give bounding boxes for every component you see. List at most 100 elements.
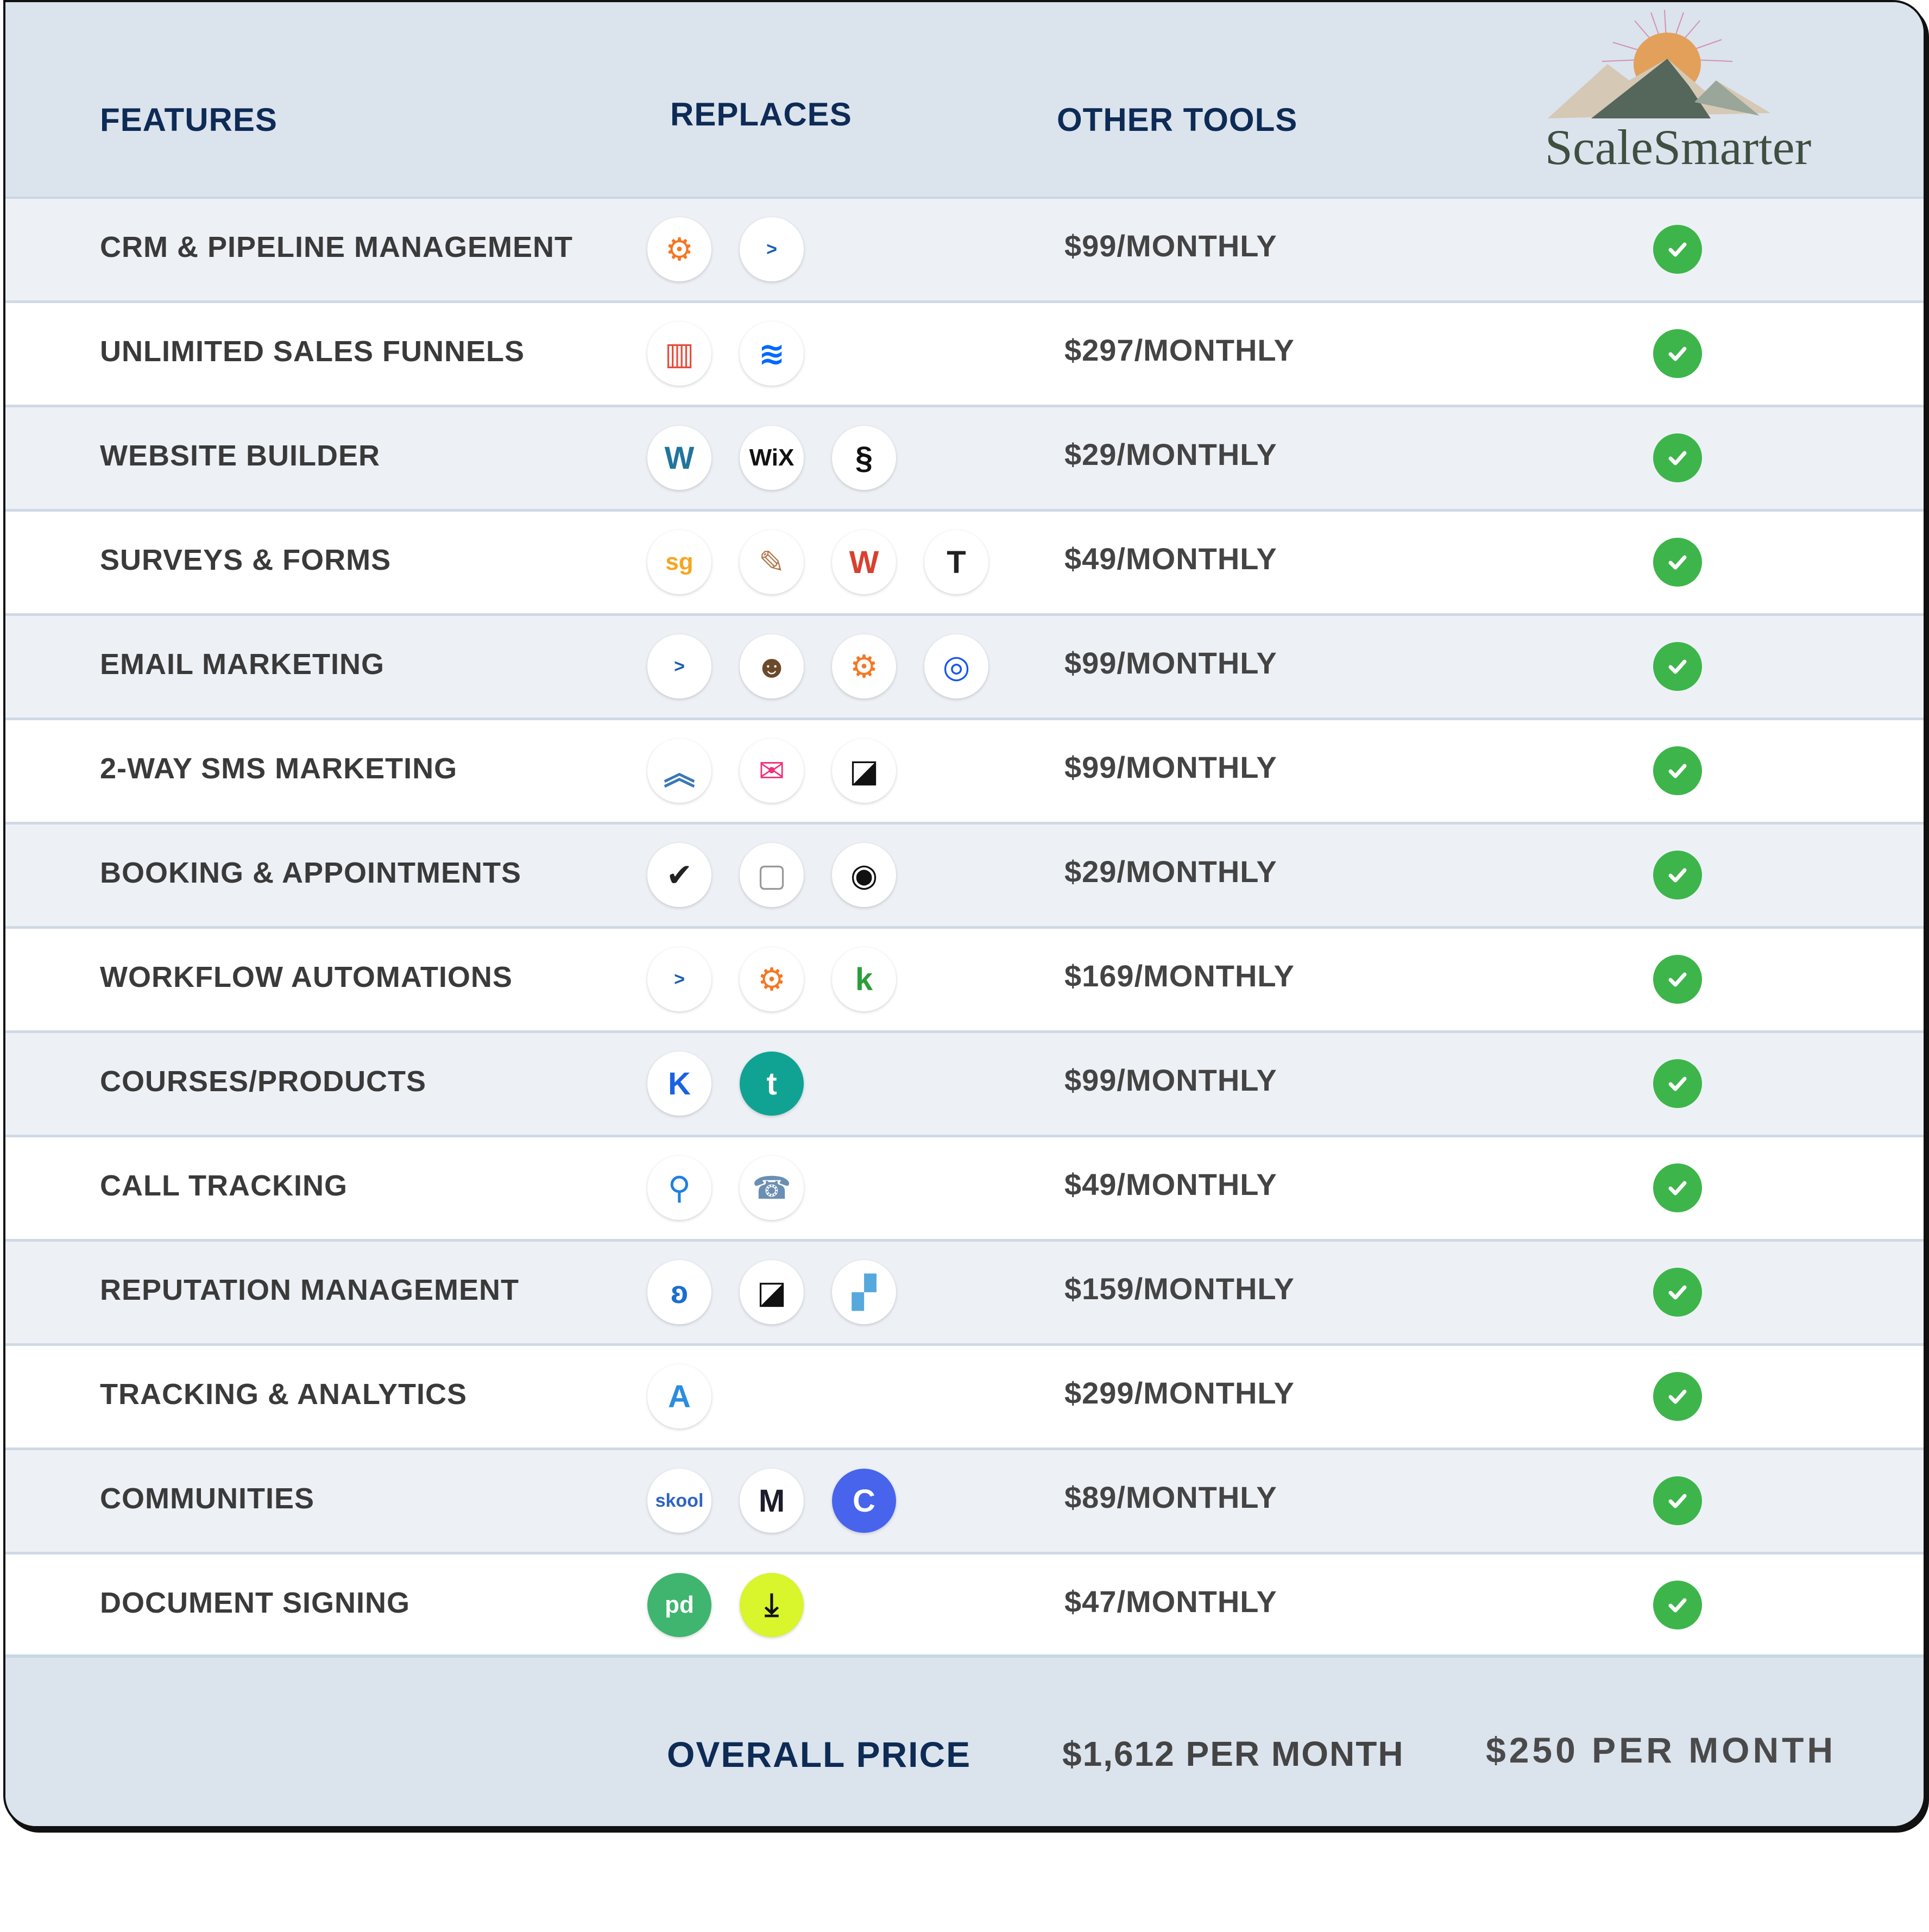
check-icon bbox=[1653, 746, 1702, 795]
feature-name: TRACKING & ANALYTICS bbox=[100, 1378, 468, 1411]
replaced-tools: ︽ ✉ ◪ bbox=[647, 739, 896, 804]
table-row: COMMUNITIES skool M C $89/MONTHLY bbox=[5, 1450, 1924, 1555]
replaced-tools: ⚲ ☎ bbox=[647, 1156, 804, 1221]
table-row: WEBSITE BUILDER W WiX § $29/MONTHLY bbox=[5, 407, 1924, 512]
feature-name: CALL TRACKING bbox=[100, 1169, 348, 1202]
feature-name: CRM & PIPELINE MANAGEMENT bbox=[100, 231, 573, 263]
feature-name: DOCUMENT SIGNING bbox=[100, 1587, 411, 1619]
other-tools-price: $29/MONTHLY bbox=[1064, 854, 1277, 889]
other-tools-price: $89/MONTHLY bbox=[1064, 1480, 1277, 1514]
activecampaign-icon: > bbox=[740, 217, 804, 281]
mailchimp-icon: ☻ bbox=[740, 634, 804, 698]
feature-name: 2-WAY SMS MARKETING bbox=[100, 752, 458, 785]
check-icon bbox=[1653, 1581, 1702, 1629]
feature-name: COURSES/PRODUCTS bbox=[100, 1065, 427, 1098]
check-icon bbox=[1653, 329, 1702, 378]
other-tools-price: $299/MONTHLY bbox=[1064, 1376, 1295, 1410]
keap-icon: k bbox=[832, 947, 896, 1011]
replaced-tools: ▥ ≋ bbox=[647, 322, 804, 387]
podium-icon: ◪ bbox=[740, 1260, 804, 1324]
mighty-networks-icon: M bbox=[740, 1469, 804, 1533]
mountain-sun-icon bbox=[1548, 9, 1770, 118]
other-tools-price: $169/MONTHLY bbox=[1064, 959, 1295, 993]
oncehub-icon: ◉ bbox=[832, 843, 896, 907]
check-icon bbox=[1653, 851, 1702, 899]
pandadoc-icon: pd bbox=[647, 1573, 711, 1637]
table-row: WORKFLOW AUTOMATIONS > ⚙ k $169/MONTHLY bbox=[5, 929, 1924, 1033]
table-row: UNLIMITED SALES FUNNELS ▥ ≋ $297/MONTHLY bbox=[5, 303, 1924, 407]
teachable-icon: t bbox=[740, 1052, 804, 1116]
feature-rows: CRM & PIPELINE MANAGEMENT ⚙ > $99/MONTHLY… bbox=[5, 199, 1924, 1659]
wordpress-icon: W bbox=[647, 426, 711, 490]
check-icon bbox=[1653, 955, 1702, 1004]
other-tools-price: $297/MONTHLY bbox=[1064, 333, 1295, 367]
wufoo-icon: W bbox=[832, 530, 896, 594]
replaced-tools: W WiX § bbox=[647, 426, 896, 491]
scalesmarter-logo: ScaleSmarter bbox=[1526, 9, 1830, 184]
activecampaign-icon: > bbox=[647, 947, 711, 1011]
table-row: 2-WAY SMS MARKETING ︽ ✉ ◪ $99/MONTHLY bbox=[5, 720, 1924, 825]
table-row: BOOKING & APPOINTMENTS ✔ ▢ ◉ $29/MONTHLY bbox=[5, 825, 1924, 929]
table-row: REPUTATION MANAGEMENT ʚ ◪ ▞ $159/MONTHLY bbox=[5, 1242, 1924, 1346]
leadpages-icon: ≋ bbox=[740, 322, 804, 386]
constant-contact-icon: ◎ bbox=[924, 634, 988, 698]
table-row: DOCUMENT SIGNING pd ⤓ $47/MONTHLY bbox=[5, 1555, 1924, 1659]
other-tools-total: $1,612 PER MONTH bbox=[1062, 1734, 1404, 1773]
table-footer: OVERALL PRICE $1,612 PER MONTH $250 PER … bbox=[5, 1654, 1924, 1826]
feature-name: UNLIMITED SALES FUNNELS bbox=[100, 335, 525, 368]
feature-name: SURVEYS & FORMS bbox=[100, 544, 392, 576]
birdeye-icon: ʚ bbox=[647, 1260, 711, 1324]
check-icon bbox=[1653, 1268, 1702, 1317]
other-tools-price: $49/MONTHLY bbox=[1064, 542, 1277, 576]
check-icon bbox=[1653, 642, 1702, 691]
table-row: TRACKING & ANALYTICS A $299/MONTHLY bbox=[5, 1346, 1924, 1450]
replaced-tools: ʚ ◪ ▞ bbox=[647, 1260, 896, 1325]
podium-icon: ◪ bbox=[832, 739, 896, 803]
table-row: CALL TRACKING ⚲ ☎ $49/MONTHLY bbox=[5, 1137, 1924, 1242]
feature-name: BOOKING & APPOINTMENTS bbox=[100, 857, 522, 889]
circle-icon: C bbox=[832, 1469, 896, 1533]
hubspot-icon: ⚙ bbox=[740, 947, 804, 1011]
skool-icon: skool bbox=[647, 1469, 711, 1533]
other-tools-heading: OTHER TOOLS bbox=[1057, 102, 1298, 138]
features-heading: FEATURES bbox=[100, 102, 278, 138]
scalesmarter-total: $250 PER MONTH bbox=[1486, 1730, 1837, 1770]
check-icon bbox=[1653, 433, 1702, 482]
phone-icon: ☎ bbox=[740, 1156, 804, 1220]
analytics-icon: A bbox=[647, 1364, 711, 1428]
replaced-tools: ⚙ > bbox=[647, 217, 804, 282]
other-tools-price: $99/MONTHLY bbox=[1064, 229, 1277, 263]
kajabi-icon: K bbox=[647, 1052, 711, 1116]
check-icon bbox=[1653, 1059, 1702, 1108]
wix-icon: WiX bbox=[740, 426, 804, 490]
check-icon bbox=[1653, 1163, 1702, 1212]
callrail-icon: ⚲ bbox=[647, 1156, 711, 1220]
table-row: EMAIL MARKETING > ☻ ⚙ ◎ $99/MONTHLY bbox=[5, 616, 1924, 720]
replaced-tools: ✔ ▢ ◉ bbox=[647, 843, 896, 908]
replaced-tools: sg ✎ W T bbox=[647, 530, 988, 595]
other-tools-price: $47/MONTHLY bbox=[1064, 1584, 1277, 1619]
comparison-card: FEATURES REPLACES OTHER TOOLS ScaleSmart… bbox=[3, 0, 1926, 1828]
replaces-heading: REPLACES bbox=[670, 96, 852, 133]
feature-name: EMAIL MARKETING bbox=[100, 648, 384, 681]
calendar-icon: ▢ bbox=[740, 843, 804, 907]
replaced-tools: A bbox=[647, 1364, 711, 1430]
jotform-icon: ✎ bbox=[740, 530, 804, 594]
surveygizmo-icon: sg bbox=[647, 530, 711, 594]
feature-name: REPUTATION MANAGEMENT bbox=[100, 1274, 519, 1306]
replaced-tools: > ☻ ⚙ ◎ bbox=[647, 634, 988, 700]
check-icon bbox=[1653, 538, 1702, 587]
other-tools-price: $99/MONTHLY bbox=[1064, 750, 1277, 784]
squarespace-icon: § bbox=[832, 426, 896, 490]
clickfunnels-icon: ▥ bbox=[647, 322, 711, 386]
textline-icon: ︽ bbox=[647, 739, 711, 803]
hubspot-icon: ⚙ bbox=[832, 634, 896, 698]
feature-name: COMMUNITIES bbox=[100, 1482, 314, 1515]
table-row: SURVEYS & FORMS sg ✎ W T $49/MONTHLY bbox=[5, 512, 1924, 616]
simpletexting-icon: ✉ bbox=[740, 739, 804, 803]
docusign-icon: ⤓ bbox=[740, 1573, 804, 1637]
brand-name: ScaleSmarter bbox=[1545, 119, 1812, 175]
other-tools-price: $159/MONTHLY bbox=[1064, 1272, 1295, 1306]
